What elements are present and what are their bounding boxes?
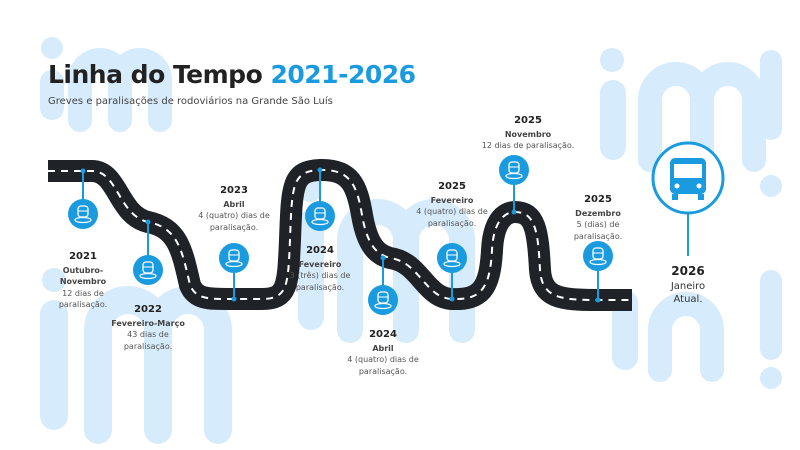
bus-stop-icon (219, 243, 249, 273)
event-label: 2024 Abril 4 (quatro) dias de paralisação. (328, 328, 438, 377)
event-description: 43 dias de paralisação. (123, 330, 173, 351)
event-label: 2022 Fevereiro-Março 43 dias de paralisaçã… (108, 303, 188, 352)
event-period: Fevereiro (298, 259, 342, 269)
event-label: 2025 Fevereiro 4 (quatro) dias de paralisa… (412, 180, 492, 229)
event-description: 4 (quatro) dias de paralisação. (347, 355, 419, 376)
event-description: 4 (quatro) dias de paralisação. (198, 211, 270, 232)
event-description: 12 dias de paralisação. (481, 141, 575, 151)
event-period: Abril (372, 343, 394, 353)
bus-stop-icon (499, 155, 529, 185)
event-label: 2021 Outubro-Novembro 12 dias de paralisaç… (43, 250, 123, 311)
event-description: 5 (dias) de paralisação. (573, 220, 623, 241)
road-point (595, 297, 601, 303)
event-period: Abril (223, 199, 245, 209)
bus-stop-icon (133, 255, 163, 285)
event-period: Outubro-Novembro (59, 265, 107, 287)
road-point (449, 296, 455, 302)
bus-icon (651, 141, 725, 215)
event-year: 2022 (134, 304, 162, 315)
page-title: Linha do Tempo 2021-2026 (48, 60, 416, 89)
event-label: 2025 Novembro 12 dias de paralisação. (482, 114, 574, 152)
event-period: Dezembro (575, 208, 621, 218)
bus-stop-icon (583, 241, 613, 271)
bus-stop-icon (437, 243, 467, 273)
event-description: 12 dias de paralisação. (58, 288, 108, 310)
event-year: 2021 (69, 251, 97, 262)
event-label: 2023 Abril 4 (quatro) dias de paralisação. (197, 184, 272, 233)
event-label: 2025 Dezembro 5 (dias) de paralisação. (567, 193, 629, 242)
event-period: Fevereiro (430, 195, 474, 205)
road-point (317, 167, 323, 173)
event-label: 2024 Fevereiro 3 (três) dias de paralisaçã… (289, 244, 351, 293)
page-subtitle: Greves e paralisações de rodoviários na … (48, 96, 333, 107)
bus-stop-icon (305, 201, 335, 231)
event-year: 2025 (438, 181, 466, 192)
event-year: 2025 (514, 115, 542, 126)
final-year: 2026 (671, 264, 705, 278)
bus-stop-icon (68, 199, 98, 229)
final-period: Janeiro (670, 280, 706, 292)
road-point (511, 209, 517, 215)
event-year: 2023 (220, 185, 248, 196)
road-point (380, 255, 386, 261)
final-event-label: 2026 Janeiro Atual. (671, 264, 705, 306)
event-description: 3 (três) dias de paralisação. (289, 271, 351, 292)
final-status: Atual. (673, 293, 703, 305)
road-point (80, 168, 86, 174)
event-year: 2024 (306, 245, 334, 256)
event-period: Novembro (504, 129, 552, 139)
bus-stop-icon (368, 285, 398, 315)
event-year: 2025 (584, 194, 612, 205)
event-period: Fevereiro-Março (111, 318, 185, 328)
event-year: 2024 (369, 329, 397, 340)
road-point (145, 219, 151, 225)
event-description: 4 (quatro) dias de paralisação. (416, 207, 488, 228)
road-point (231, 296, 237, 302)
